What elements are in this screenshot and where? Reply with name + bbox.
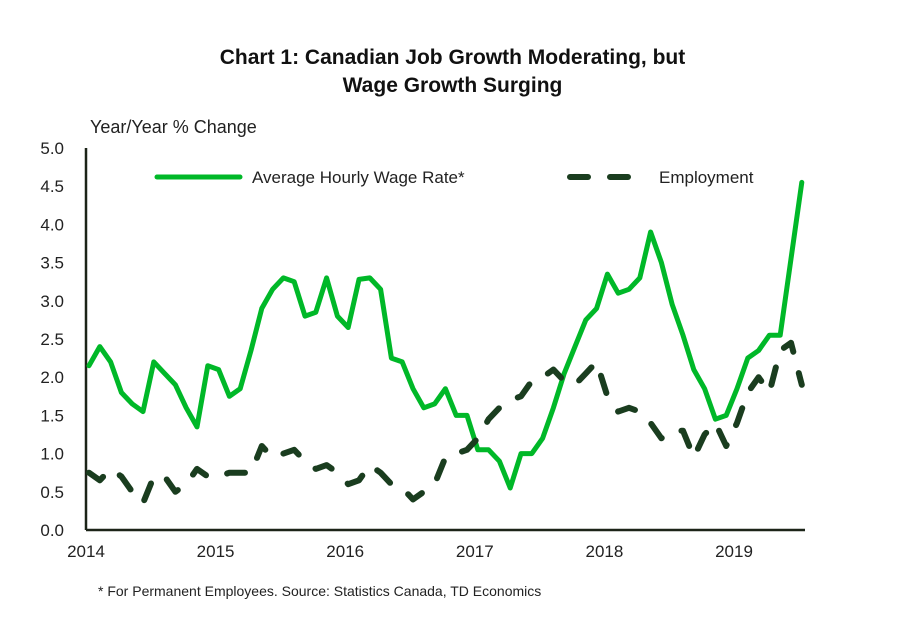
x-tick-label: 2017 (456, 542, 494, 561)
y-tick-label: 2.0 (40, 368, 64, 387)
legend-label-employment: Employment (659, 168, 754, 187)
series-line-employment (86, 339, 805, 507)
x-tick-label: 2014 (67, 542, 105, 561)
y-tick-label: 5.0 (40, 139, 64, 158)
x-tick-label: 2016 (326, 542, 364, 561)
legend-label-wage: Average Hourly Wage Rate* (252, 168, 465, 187)
series-line-wage (86, 179, 805, 491)
x-tick-label: 2018 (585, 542, 623, 561)
legend: Average Hourly Wage Rate* Employment (154, 168, 754, 187)
y-tick-label: 1.0 (40, 445, 64, 464)
x-tick-label: 2019 (715, 542, 753, 561)
x-tick-label: 2015 (197, 542, 235, 561)
y-tick-label: 4.5 (40, 177, 64, 196)
y-axis-ticks: 0.0 0.5 1.0 1.5 2.0 2.5 3.0 3.5 4.0 4.5 5.0 (40, 139, 64, 540)
x-axis-ticks: 2014 2015 2016 2017 2018 2019 (67, 542, 753, 561)
y-tick-label: 4.0 (40, 215, 64, 234)
chart-title-line2: Wage Growth Surging (342, 74, 563, 97)
chart-title: Chart 1: Canadian Job Growth Moderating,… (0, 44, 905, 100)
y-tick-label: 0.0 (40, 521, 64, 540)
y-tick-label: 3.0 (40, 292, 64, 311)
y-tick-label: 0.5 (40, 483, 64, 502)
y-axis-label: Year/Year % Change (90, 117, 257, 137)
y-tick-label: 2.5 (40, 330, 64, 349)
y-tick-label: 1.5 (40, 406, 64, 425)
y-tick-label: 3.5 (40, 254, 64, 273)
footnote: * For Permanent Employees. Source: Stati… (98, 583, 542, 599)
chart-title-line1: Chart 1: Canadian Job Growth Moderating,… (219, 46, 686, 69)
